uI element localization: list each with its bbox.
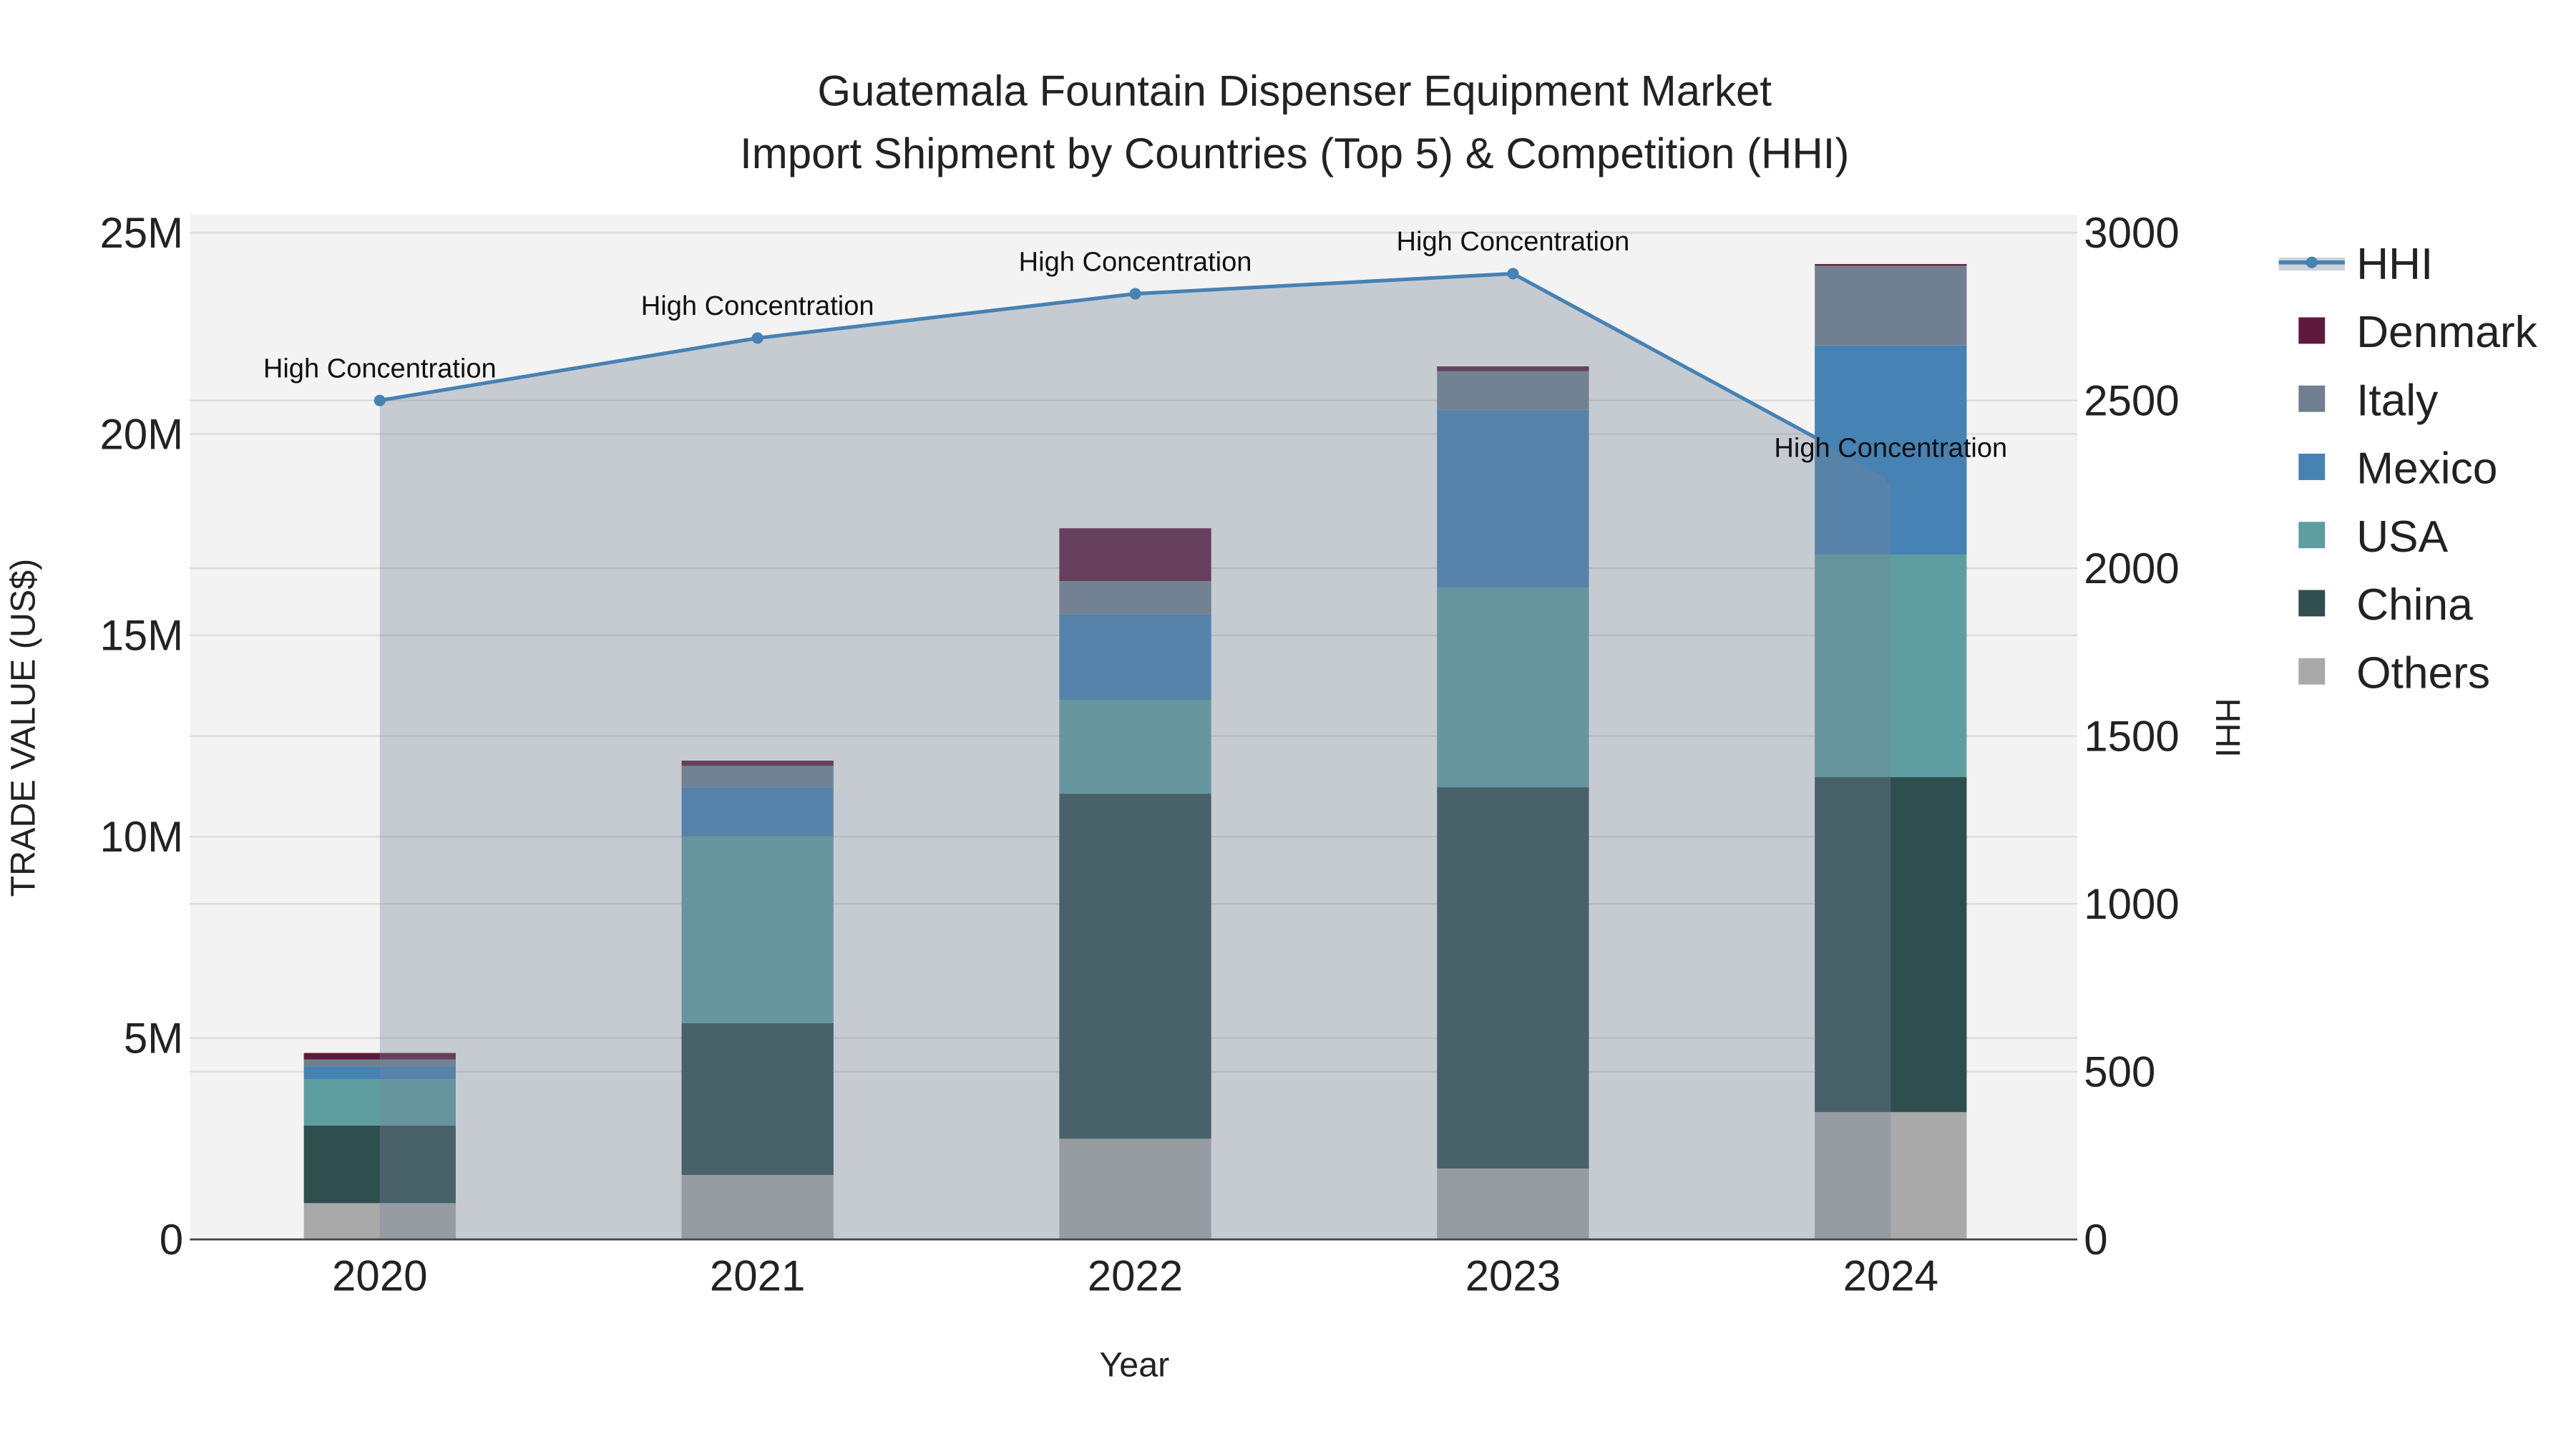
bar-usa-2020[interactable] bbox=[303, 1079, 456, 1126]
bar-others-2023[interactable] bbox=[1437, 1169, 1589, 1240]
legend-swatch-icon bbox=[2298, 522, 2326, 549]
bar-mexico-2021[interactable] bbox=[681, 787, 834, 837]
bar-italy-2022[interactable] bbox=[1059, 580, 1211, 615]
axes: 0 5M 10M 15M 20M 25M 0 500 1000 1500 2000 2500 3000 2… bbox=[99, 209, 2179, 1300]
legend-label: Mexico bbox=[2356, 444, 2497, 494]
y2-tick-label: 1500 bbox=[2084, 712, 2179, 760]
x-tick-label: 2024 bbox=[1843, 1252, 1938, 1300]
y2-tick-label: 500 bbox=[2084, 1048, 2155, 1096]
y2-tick-label: 1000 bbox=[2084, 880, 2179, 928]
hhi-annotation: High Concentration bbox=[1397, 227, 1630, 257]
x-tick-label: 2022 bbox=[1088, 1252, 1183, 1300]
bar-italy-2023[interactable] bbox=[1437, 371, 1589, 410]
y-axis-title: TRADE VALUE (US$) bbox=[4, 559, 42, 897]
bar-usa-2022[interactable] bbox=[1059, 699, 1211, 794]
bar-others-2020[interactable] bbox=[303, 1203, 456, 1240]
hhi-area bbox=[379, 273, 1891, 1240]
legend-item-italy[interactable]: Italy bbox=[2298, 376, 2439, 425]
y-tick-label: 20M bbox=[99, 410, 183, 458]
legend-swatch-icon bbox=[2298, 317, 2326, 344]
bar-others-2021[interactable] bbox=[681, 1175, 834, 1240]
x-axis-title: Year bbox=[1099, 1346, 1169, 1385]
legend-label: Italy bbox=[2356, 376, 2439, 425]
y2-tick-label: 2500 bbox=[2084, 376, 2179, 424]
legend-item-mexico[interactable]: Mexico bbox=[2298, 444, 2497, 494]
bar-denmark-2023[interactable] bbox=[1437, 366, 1589, 371]
hhi-point-2024[interactable] bbox=[1885, 472, 1897, 484]
legend-item-usa[interactable]: USA bbox=[2298, 512, 2449, 562]
legend-label: HHI bbox=[2356, 240, 2433, 289]
legend-item-china[interactable]: China bbox=[2298, 580, 2473, 630]
bar-denmark-2024[interactable] bbox=[1815, 264, 1967, 266]
bar-mexico-2020[interactable] bbox=[303, 1066, 456, 1080]
y2-tick-label: 3000 bbox=[2084, 209, 2179, 257]
bar-china-2024[interactable] bbox=[1815, 777, 1967, 1113]
bar-usa-2023[interactable] bbox=[1437, 587, 1589, 788]
legend-label: China bbox=[2356, 580, 2473, 630]
hhi-annotation: High Concentration bbox=[1019, 247, 1252, 277]
x-tick-label: 2020 bbox=[332, 1252, 427, 1300]
hhi-annotation: High Concentration bbox=[641, 291, 874, 321]
y2-tick-label: 0 bbox=[2084, 1216, 2107, 1264]
y2-axis-title: HHI bbox=[2208, 698, 2247, 757]
hhi-point-2021[interactable] bbox=[751, 332, 763, 344]
bar-others-2022[interactable] bbox=[1059, 1138, 1211, 1240]
hhi-point-2023[interactable] bbox=[1507, 268, 1519, 280]
bar-others-2024[interactable] bbox=[1815, 1112, 1967, 1240]
y2-tick-label: 2000 bbox=[2084, 545, 2179, 592]
legend: HHI Denmark Italy Mexico USA China Others bbox=[2278, 240, 2538, 698]
hhi-annotation: High Concentration bbox=[1774, 434, 2007, 464]
hhi-legend-marker-icon bbox=[2306, 256, 2318, 268]
bar-italy-2020[interactable] bbox=[303, 1059, 456, 1067]
bar-mexico-2022[interactable] bbox=[1059, 614, 1211, 700]
hhi-point-2020[interactable] bbox=[374, 394, 386, 406]
legend-swatch-icon bbox=[2298, 454, 2326, 480]
y-tick-label: 15M bbox=[99, 612, 183, 660]
y-tick-label: 10M bbox=[99, 813, 183, 861]
hhi-annotation: High Concentration bbox=[263, 353, 497, 384]
hhi-series: High Concentration High Concentration High… bbox=[263, 227, 2007, 1240]
legend-label: Others bbox=[2356, 648, 2490, 698]
legend-swatch-icon bbox=[2298, 590, 2326, 617]
legend-label: USA bbox=[2356, 512, 2449, 562]
x-tick-label: 2023 bbox=[1465, 1252, 1561, 1300]
bar-italy-2021[interactable] bbox=[681, 766, 834, 788]
chart-subtitle: Import Shipment by Countries (Top 5) & C… bbox=[740, 130, 1849, 177]
legend-item-others[interactable]: Others bbox=[2298, 648, 2490, 698]
bar-china-2021[interactable] bbox=[681, 1023, 834, 1176]
bar-china-2023[interactable] bbox=[1437, 787, 1589, 1169]
chart-title: Guatemala Fountain Dispenser Equipment M… bbox=[817, 67, 1772, 115]
legend-item-hhi[interactable]: HHI bbox=[2278, 240, 2434, 289]
hhi-point-2022[interactable] bbox=[1129, 288, 1141, 300]
bar-italy-2024[interactable] bbox=[1815, 265, 1967, 346]
bar-usa-2021[interactable] bbox=[681, 836, 834, 1023]
y-tick-label: 25M bbox=[99, 209, 183, 257]
bar-mexico-2023[interactable] bbox=[1437, 409, 1589, 587]
y-tick-label: 0 bbox=[160, 1216, 183, 1264]
legend-item-denmark[interactable]: Denmark bbox=[2298, 308, 2538, 357]
y-tick-label: 5M bbox=[124, 1014, 183, 1062]
x-tick-label: 2021 bbox=[710, 1252, 805, 1300]
bar-denmark-2020[interactable] bbox=[303, 1053, 456, 1060]
legend-label: Denmark bbox=[2356, 308, 2538, 357]
bar-china-2022[interactable] bbox=[1059, 794, 1211, 1139]
legend-swatch-icon bbox=[2298, 385, 2326, 412]
bar-usa-2024[interactable] bbox=[1815, 555, 1967, 778]
bar-denmark-2021[interactable] bbox=[681, 760, 834, 766]
legend-swatch-icon bbox=[2298, 658, 2326, 685]
bar-china-2020[interactable] bbox=[303, 1125, 456, 1204]
bar-denmark-2022[interactable] bbox=[1059, 528, 1211, 581]
